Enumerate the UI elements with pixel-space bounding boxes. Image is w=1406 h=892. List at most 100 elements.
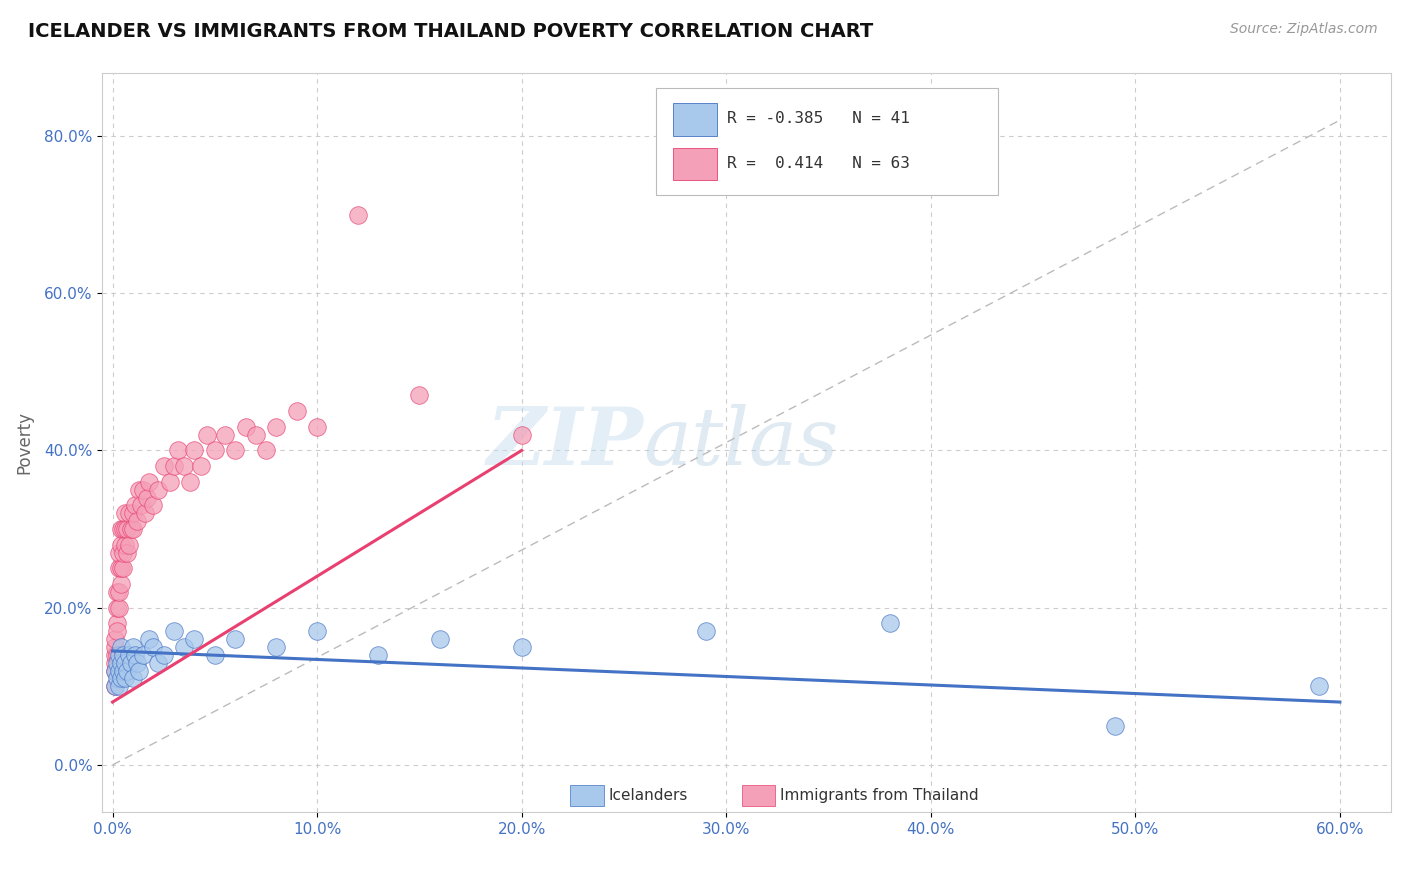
Text: R =  0.414   N = 63: R = 0.414 N = 63 xyxy=(727,156,910,170)
FancyBboxPatch shape xyxy=(741,785,775,806)
Point xyxy=(128,664,150,678)
Text: Icelanders: Icelanders xyxy=(609,789,688,804)
Text: ICELANDER VS IMMIGRANTS FROM THAILAND POVERTY CORRELATION CHART: ICELANDER VS IMMIGRANTS FROM THAILAND PO… xyxy=(28,22,873,41)
Point xyxy=(159,475,181,489)
Point xyxy=(105,624,128,639)
Point xyxy=(128,483,150,497)
Point xyxy=(179,475,201,489)
Point xyxy=(105,600,128,615)
Point xyxy=(367,648,389,662)
Point xyxy=(510,427,533,442)
Point xyxy=(214,427,236,442)
Point xyxy=(105,585,128,599)
Point xyxy=(429,632,451,647)
FancyBboxPatch shape xyxy=(673,103,717,136)
Point xyxy=(104,664,127,678)
Point xyxy=(879,616,901,631)
FancyBboxPatch shape xyxy=(673,148,717,180)
Point xyxy=(204,648,226,662)
Point xyxy=(183,632,205,647)
Text: Immigrants from Thailand: Immigrants from Thailand xyxy=(780,789,979,804)
Point xyxy=(118,648,141,662)
Point xyxy=(163,459,186,474)
Point xyxy=(110,577,132,591)
Point xyxy=(107,561,129,575)
Point xyxy=(115,664,138,678)
Point xyxy=(1104,718,1126,732)
Point xyxy=(122,672,145,686)
Point xyxy=(111,561,134,575)
FancyBboxPatch shape xyxy=(657,87,998,195)
Text: atlas: atlas xyxy=(644,404,839,482)
Point xyxy=(107,600,129,615)
Point xyxy=(136,491,159,505)
Point xyxy=(307,624,329,639)
Point xyxy=(124,648,146,662)
Point xyxy=(134,506,156,520)
Point xyxy=(107,664,129,678)
Point xyxy=(190,459,212,474)
Point xyxy=(204,443,226,458)
Point xyxy=(104,679,127,693)
Point xyxy=(104,664,127,678)
Point xyxy=(152,648,174,662)
Point xyxy=(104,679,127,693)
Point xyxy=(264,640,287,654)
Point xyxy=(173,640,195,654)
Point xyxy=(224,443,246,458)
Point xyxy=(1308,679,1330,693)
Point xyxy=(142,640,165,654)
Text: ZIP: ZIP xyxy=(486,404,644,482)
Point xyxy=(107,679,129,693)
Point xyxy=(110,656,132,670)
Point xyxy=(122,640,145,654)
Point xyxy=(104,640,127,654)
Point xyxy=(105,672,128,686)
FancyBboxPatch shape xyxy=(569,785,603,806)
Point xyxy=(122,506,145,520)
Point xyxy=(254,443,277,458)
Point xyxy=(110,672,132,686)
Point xyxy=(146,483,169,497)
Point xyxy=(120,522,142,536)
Point xyxy=(122,522,145,536)
Point xyxy=(107,585,129,599)
Point xyxy=(347,207,370,221)
Point xyxy=(111,546,134,560)
Point xyxy=(104,656,127,670)
Point xyxy=(120,656,142,670)
Point xyxy=(129,499,152,513)
Y-axis label: Poverty: Poverty xyxy=(15,411,32,474)
Point xyxy=(107,546,129,560)
Point xyxy=(146,656,169,670)
Point xyxy=(695,624,717,639)
Point xyxy=(111,522,134,536)
Point xyxy=(115,522,138,536)
Point xyxy=(264,420,287,434)
Point xyxy=(111,664,134,678)
Point xyxy=(163,624,186,639)
Point xyxy=(110,522,132,536)
Point xyxy=(285,404,308,418)
Text: Source: ZipAtlas.com: Source: ZipAtlas.com xyxy=(1230,22,1378,37)
Point xyxy=(105,656,128,670)
Point xyxy=(127,656,149,670)
Point xyxy=(307,420,329,434)
Point xyxy=(132,483,155,497)
Point xyxy=(104,632,127,647)
Point xyxy=(114,522,136,536)
Point xyxy=(105,616,128,631)
Point xyxy=(111,648,134,662)
Point xyxy=(104,648,127,662)
Point xyxy=(118,506,141,520)
Point xyxy=(114,506,136,520)
Point xyxy=(408,388,430,402)
Point xyxy=(235,420,257,434)
Point xyxy=(127,514,149,528)
Point xyxy=(105,648,128,662)
Point xyxy=(114,656,136,670)
Point xyxy=(167,443,190,458)
Point xyxy=(115,546,138,560)
Point xyxy=(110,640,132,654)
Point xyxy=(114,538,136,552)
